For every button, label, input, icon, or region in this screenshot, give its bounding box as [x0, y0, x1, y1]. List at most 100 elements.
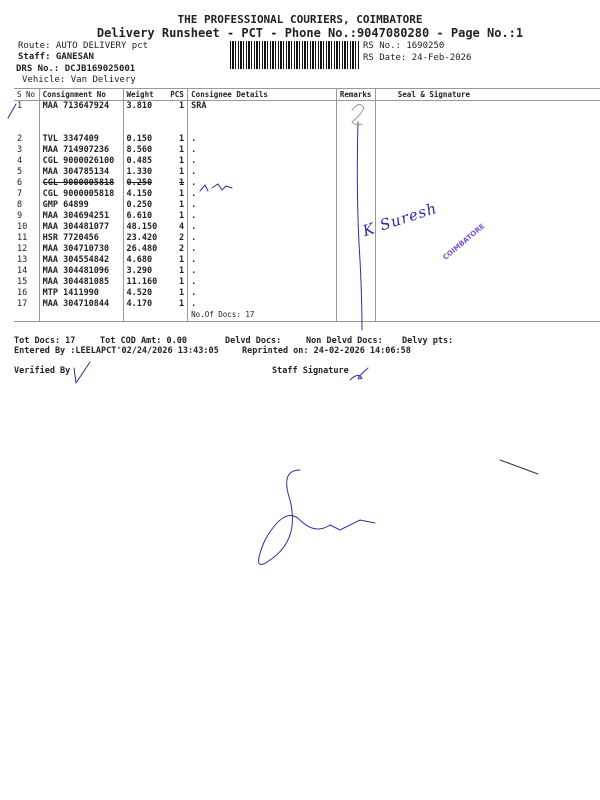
weight: 11.160: [126, 277, 158, 287]
consignee-details: .: [187, 255, 337, 266]
table-row: 3 MAA 714907236 8.560 1.: [14, 145, 600, 156]
weight: 4.150: [126, 189, 153, 199]
pieces: 1: [167, 134, 189, 145]
consignee-details: .: [187, 156, 337, 167]
remarks-cell: [336, 299, 376, 310]
large-signature: [258, 469, 376, 565]
serial-number: 17: [14, 299, 40, 310]
vehicle: Vehicle: Van Delivery: [22, 75, 136, 85]
verified-by: Verified By: [14, 366, 71, 376]
serial-number: 10: [14, 222, 40, 233]
reprinted-on: Reprinted on: 24-02-2026 14:06:58: [242, 346, 411, 356]
consignee-details: .: [187, 266, 337, 277]
delvd-docs: Delvd Docs:: [225, 336, 282, 346]
col-sno: S No: [14, 88, 40, 101]
col-seal: Seal & Signature: [375, 88, 600, 101]
serial-number: 12: [14, 244, 40, 255]
table-row: 2 TVL 3347409 0.150 1.: [14, 134, 600, 145]
serial-number: 3: [14, 145, 40, 156]
remarks-cell: [336, 244, 376, 255]
serial-number: 16: [14, 288, 40, 299]
pieces: 1: [167, 277, 189, 288]
table-row: 12 MAA 304710730 26.480 2.: [14, 244, 600, 255]
serial-number: 15: [14, 277, 40, 288]
weight: 4.170: [126, 299, 153, 309]
consignee-details: .: [187, 222, 337, 233]
weight: 23.420: [126, 233, 158, 243]
rs-date: RS Date: 24-Feb-2026: [363, 53, 472, 63]
consignment-number: MAA 304785134: [39, 167, 124, 178]
consignee-details: .: [187, 167, 337, 178]
serial-number: 14: [14, 266, 40, 277]
weight: 3.810: [126, 101, 153, 111]
pieces: 1: [167, 167, 189, 178]
docs-count-row: No.Of Docs: 17: [14, 310, 600, 322]
col-weight: Weight: [123, 88, 168, 101]
entered-by: Entered By :LEELAPCT'02/24/2026 13:43:05: [14, 346, 219, 356]
remarks-cell: [336, 156, 376, 167]
serial-number: 7: [14, 189, 40, 200]
table-row: 17 MAA 304710844 4.170 1.: [14, 299, 600, 310]
strike-annotation: [199, 183, 233, 192]
consignment-number: MTP 1411990: [39, 288, 124, 299]
consignment-number: MAA 304481077: [39, 222, 124, 233]
table-row: 15 MAA 304481085 11.160 1.: [14, 277, 600, 288]
weight: 6.610: [126, 211, 153, 221]
remarks-cell: [336, 233, 376, 244]
pieces: 2: [167, 233, 189, 244]
tot-cod: Tot COD Amt: 0.00: [100, 336, 187, 346]
weight: 48.150: [126, 222, 158, 232]
remarks-cell: [336, 211, 376, 222]
consignment-number: MAA 304710730: [39, 244, 124, 255]
remarks-cell: [336, 200, 376, 211]
consignment-number: MAA 304554842: [39, 255, 124, 266]
pieces: 1: [167, 100, 189, 112]
stray-mark: [499, 459, 539, 475]
consignee-details: .: [187, 233, 337, 244]
consignee-details: .: [187, 277, 337, 288]
consignee-details: SRA: [187, 100, 337, 112]
weight: 0.250: [126, 178, 153, 188]
pieces: 1: [167, 145, 189, 156]
pieces: 1: [167, 178, 189, 189]
consignee-details: .: [187, 134, 337, 145]
consignee-details: .: [187, 299, 337, 310]
rs-number: RS No.: 1690250: [363, 41, 445, 51]
weight: 4.680: [126, 255, 153, 265]
weight: 0.150: [126, 134, 153, 144]
table-header: S No Consignment No Weight PCS Consignee…: [14, 88, 600, 101]
remarks-cell: [336, 288, 376, 299]
serial-number: 11: [14, 233, 40, 244]
weight: 4.520: [126, 288, 153, 298]
consignment-number: MAA 304481085: [39, 277, 124, 288]
serial-number: 2: [14, 134, 40, 145]
serial-number: 5: [14, 167, 40, 178]
verified-tick: [73, 361, 91, 384]
table-row: 4 CGL 9000026100 0.485 1.: [14, 156, 600, 167]
spacer-row: [14, 123, 600, 134]
serial-number: 9: [14, 211, 40, 222]
consignee-details: .: [187, 211, 337, 222]
consignee-details: .: [187, 288, 337, 299]
remarks-cell: [336, 167, 376, 178]
consignee-details: .: [187, 200, 337, 211]
company-name: THE PROFESSIONAL COURIERS, COIMBATORE: [177, 13, 423, 26]
pieces: 1: [167, 189, 189, 200]
table-row: 7 CGL 9000005818 4.150 1.: [14, 189, 600, 200]
consignment-number: MAA 304710844: [39, 299, 124, 310]
table-row: 14 MAA 304481096 3.290 1.: [14, 266, 600, 277]
serial-number: 6: [14, 178, 40, 189]
pieces: 2: [167, 244, 189, 255]
pieces: 1: [167, 255, 189, 266]
spacer-row: [14, 112, 600, 123]
pieces: 1: [167, 299, 189, 310]
weight: 26.480: [126, 244, 158, 254]
staff: Staff: GANESAN: [18, 52, 94, 62]
route: Route: AUTO DELIVERY pct: [18, 41, 149, 51]
col-consignment: Consignment No: [39, 88, 124, 101]
no-of-docs: No.Of Docs: 17: [187, 310, 337, 322]
consignment-number: HSR 7720456: [39, 233, 124, 244]
drs-number: DRS No.: DCJB169025001: [16, 64, 136, 74]
serial-number: 1: [14, 100, 40, 112]
col-consignee: Consignee Details: [187, 88, 337, 101]
